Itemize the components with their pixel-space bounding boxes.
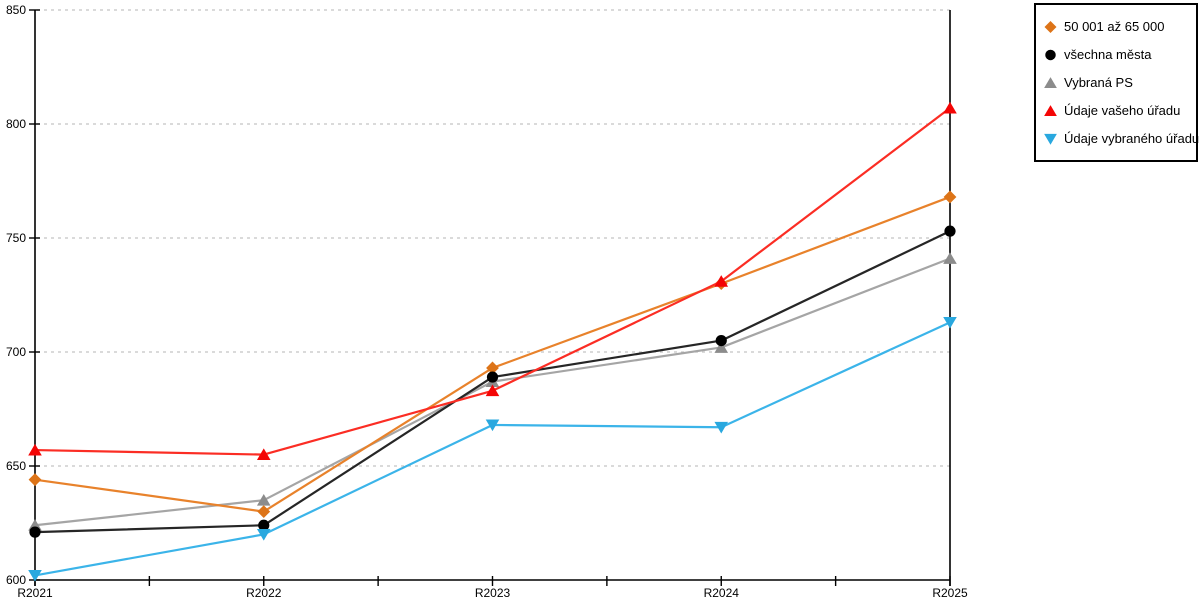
triangle-up-marker-icon: [943, 252, 957, 264]
legend: 50 001 až 65 000 všechna města Vybraná PS Ú…: [1034, 3, 1199, 162]
legend-item: 50 001 až 65 000: [1043, 12, 1190, 40]
triangle-up-marker-icon: [485, 384, 500, 397]
legend-item: Údaje vybraného úřadu: [1043, 124, 1199, 152]
y-tick-label: 600: [6, 573, 26, 587]
circle-marker-icon: [29, 526, 41, 538]
circle-marker-icon: [258, 519, 270, 531]
legend-item: Vybraná PS: [1043, 68, 1190, 96]
diamond-marker-icon: [257, 505, 271, 518]
x-tick-label: R2024: [704, 586, 740, 600]
x-tick-label: R2023: [475, 586, 511, 600]
triangle-down-marker-icon: [485, 419, 500, 432]
triangle-up-icon: [1044, 76, 1057, 88]
gridlines: [37, 9, 950, 467]
legend-item-label: Údaje vybraného úřadu: [1064, 130, 1200, 146]
triangle-up-marker-icon: [256, 448, 271, 460]
circle-marker-icon: [486, 371, 499, 383]
diamond-marker-icon: [943, 190, 957, 204]
triangle-up-marker-icon: [1044, 76, 1057, 88]
legend-item-label: Údaje vašeho úřadu: [1064, 102, 1181, 118]
triangle-up-marker-icon: [714, 341, 729, 353]
y-tick-label: 850: [6, 3, 26, 17]
y-tick-label: 750: [6, 231, 26, 245]
series-1: [29, 225, 956, 538]
series-4: [28, 316, 957, 582]
triangle-up-icon: [1044, 104, 1057, 116]
x-axis-labels: R2021 R2022 R2023 R2024 R2025: [17, 586, 968, 600]
x-tick-label: R2022: [246, 586, 282, 600]
series-line: [33, 195, 952, 513]
series-3: [28, 101, 957, 460]
triangle-down-marker-icon: [28, 570, 42, 582]
legend-item-label: 50 001 až 65 000: [1064, 18, 1165, 34]
y-axis-labels: 600 650 700 750 800 850: [6, 3, 26, 587]
diamond-marker-icon: [1044, 20, 1057, 33]
y-tick-label: 800: [6, 117, 26, 131]
circle-icon: [1045, 49, 1056, 60]
triangle-down-marker-icon: [1044, 133, 1057, 145]
series-line: [33, 106, 952, 456]
diamond-icon: [1044, 20, 1057, 33]
diamond-marker-icon: [28, 473, 42, 487]
triangle-down-marker-icon: [943, 316, 957, 329]
circle-marker-icon: [944, 225, 956, 237]
legend-item: Údaje vašeho úřadu: [1043, 96, 1190, 124]
circle-marker-icon: [715, 335, 727, 347]
legend-item-label: Vybraná PS: [1064, 74, 1133, 90]
triangle-down-icon: [1044, 133, 1057, 145]
x-tick-label: R2025: [932, 586, 968, 600]
legend-item-label: všechna města: [1064, 46, 1152, 62]
triangle-up-marker-icon: [28, 443, 42, 456]
circle-marker-icon: [1045, 49, 1056, 60]
legend-item: všechna města: [1043, 40, 1190, 68]
triangle-down-marker-icon: [714, 421, 729, 434]
x-tick-label: R2021: [17, 586, 53, 600]
y-tick-label: 650: [6, 459, 26, 473]
triangle-up-marker-icon: [1044, 104, 1057, 116]
series-line: [33, 321, 952, 577]
triangle-up-marker-icon: [714, 275, 729, 287]
series-0: [28, 190, 957, 518]
diamond-marker-icon: [486, 361, 499, 375]
triangle-down-marker-icon: [256, 529, 271, 541]
triangle-up-marker-icon: [256, 494, 271, 506]
y-tick-label: 700: [6, 345, 26, 359]
triangle-up-marker-icon: [943, 101, 957, 114]
